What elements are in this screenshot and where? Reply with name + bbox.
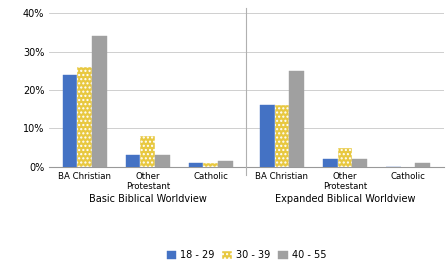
X-axis label: Basic Biblical Worldview: Basic Biblical Worldview (89, 194, 207, 204)
Bar (415, 163, 430, 167)
Bar (323, 159, 337, 167)
Bar (289, 71, 304, 167)
Bar (218, 161, 233, 167)
Bar (92, 37, 107, 167)
Bar (63, 75, 78, 167)
Bar (337, 148, 353, 167)
Bar (140, 136, 155, 167)
Bar (353, 159, 367, 167)
Bar (203, 163, 218, 167)
Bar (155, 155, 170, 167)
Bar (189, 163, 203, 167)
Bar (125, 155, 140, 167)
Bar (275, 105, 289, 167)
Bar (260, 105, 275, 167)
Legend: 18 - 29, 30 - 39, 40 - 55: 18 - 29, 30 - 39, 40 - 55 (163, 246, 330, 264)
Bar (78, 67, 92, 167)
X-axis label: Expanded Biblical Worldview: Expanded Biblical Worldview (275, 194, 415, 204)
